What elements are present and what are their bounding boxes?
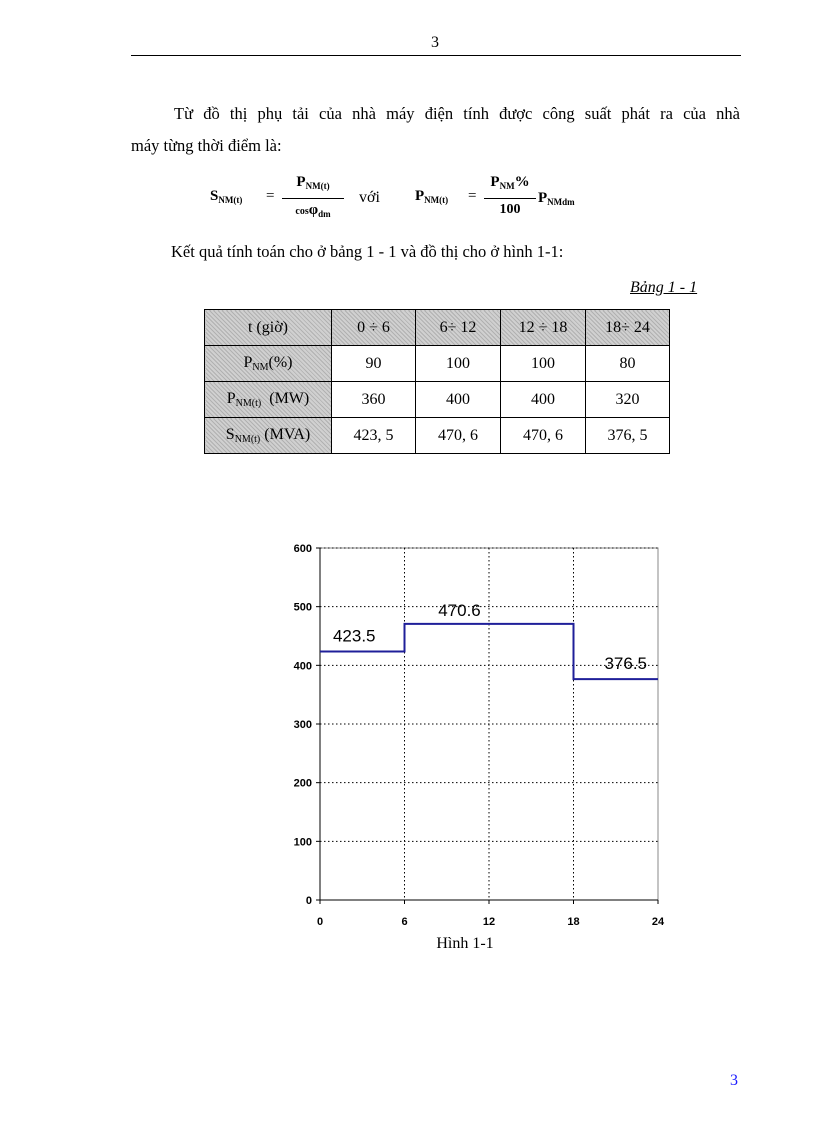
load-chart: 0 100 200 300 400 500 600 0 6 12 18 24 423.5 470.6 376… xyxy=(294,543,665,928)
data-label: 423.5 xyxy=(333,627,376,646)
table-row: PNM(t) (MW) 360 400 400 320 xyxy=(204,381,670,418)
table-cell: 90 xyxy=(331,345,416,382)
page-number-top: 3 xyxy=(431,34,439,51)
formula-equals: = xyxy=(266,188,275,204)
table-caption: Bảng 1 - 1 xyxy=(630,279,698,296)
load-table: t (giờ) 0 ÷ 6 6÷ 12 12 ÷ 18 18÷ 24 PNM(%… xyxy=(204,309,670,454)
y-tick-label: 0 xyxy=(306,895,312,907)
y-tick-label: 300 xyxy=(294,719,312,731)
table-header-cell: 0 ÷ 6 xyxy=(331,309,416,346)
table-row: PNM(%) 90 100 100 80 xyxy=(204,345,670,382)
formula-lhs: SNM(t) xyxy=(210,188,243,205)
y-tick-label: 100 xyxy=(294,836,312,848)
table-cell: 423, 5 xyxy=(331,417,416,454)
page-number-bottom: 3 xyxy=(730,1072,738,1089)
table-cell: 470, 6 xyxy=(500,417,586,454)
paragraph-1-line-1: Từ đồ thị phụ tải của nhà máy điện tính … xyxy=(174,104,740,123)
x-tick-label: 18 xyxy=(567,916,579,928)
x-tick-label: 12 xyxy=(483,916,495,928)
data-label: 470.6 xyxy=(438,601,481,620)
table-cell: 376, 5 xyxy=(585,417,670,454)
y-tick-label: 200 xyxy=(294,778,312,790)
table-header-label: t (giờ) xyxy=(204,309,332,346)
formula-connector: với xyxy=(359,189,380,206)
table-cell: 320 xyxy=(585,381,670,418)
table-row-label: PNM(%) xyxy=(204,345,332,382)
formula-rhs-2: PNMdm xyxy=(538,190,575,207)
header-rule xyxy=(131,55,741,56)
formula-fraction-1-denominator: cosφdm xyxy=(295,202,331,219)
data-label: 376.5 xyxy=(604,654,647,673)
table-header-cell: 6÷ 12 xyxy=(415,309,501,346)
x-tick-label: 0 xyxy=(317,916,323,928)
formula-fraction-1-bar xyxy=(282,198,344,199)
formula-fraction-2-numerator: PNM% xyxy=(490,174,530,191)
formula: SNM(t) = PNM(t) cosφdm với PNM(t) = PNM%… xyxy=(0,0,816,240)
table-row-label: PNM(t) (MW) xyxy=(204,381,332,418)
table-row: SNM(t) (MVA) 423, 5 470, 6 470, 6 376, 5 xyxy=(204,417,670,454)
table-cell: 400 xyxy=(500,381,586,418)
y-tick-label: 500 xyxy=(294,602,312,614)
table-row-label: SNM(t) (MVA) xyxy=(204,417,332,454)
table-header-row: t (giờ) 0 ÷ 6 6÷ 12 12 ÷ 18 18÷ 24 xyxy=(204,309,670,346)
formula-fraction-1-numerator: PNM(t) xyxy=(296,174,330,191)
figure-caption: Hình 1-1 xyxy=(436,935,494,952)
table-cell: 400 xyxy=(415,381,501,418)
x-tick-label: 6 xyxy=(401,916,407,928)
table-cell: 100 xyxy=(500,345,586,382)
formula-fraction-2-bar xyxy=(484,198,536,199)
table-cell: 470, 6 xyxy=(415,417,501,454)
paragraph-1-line-2: máy từng thời điểm là: xyxy=(131,136,282,155)
table-cell: 100 xyxy=(415,345,501,382)
formula-equals-2: = xyxy=(468,188,477,204)
paragraph-2: Kết quả tính toán cho ở bảng 1 - 1 và đồ… xyxy=(171,242,564,261)
table-cell: 360 xyxy=(331,381,416,418)
x-tick-label: 24 xyxy=(652,916,665,928)
formula-lhs-2: PNM(t) xyxy=(415,188,449,205)
table-cell: 80 xyxy=(585,345,670,382)
series-line xyxy=(320,622,658,681)
y-tick-label: 600 xyxy=(294,543,312,555)
table-header-cell: 12 ÷ 18 xyxy=(500,309,586,346)
table-header-cell: 18÷ 24 xyxy=(585,309,670,346)
y-tick-label: 400 xyxy=(294,660,312,672)
formula-fraction-2-denominator: 100 xyxy=(499,202,521,217)
